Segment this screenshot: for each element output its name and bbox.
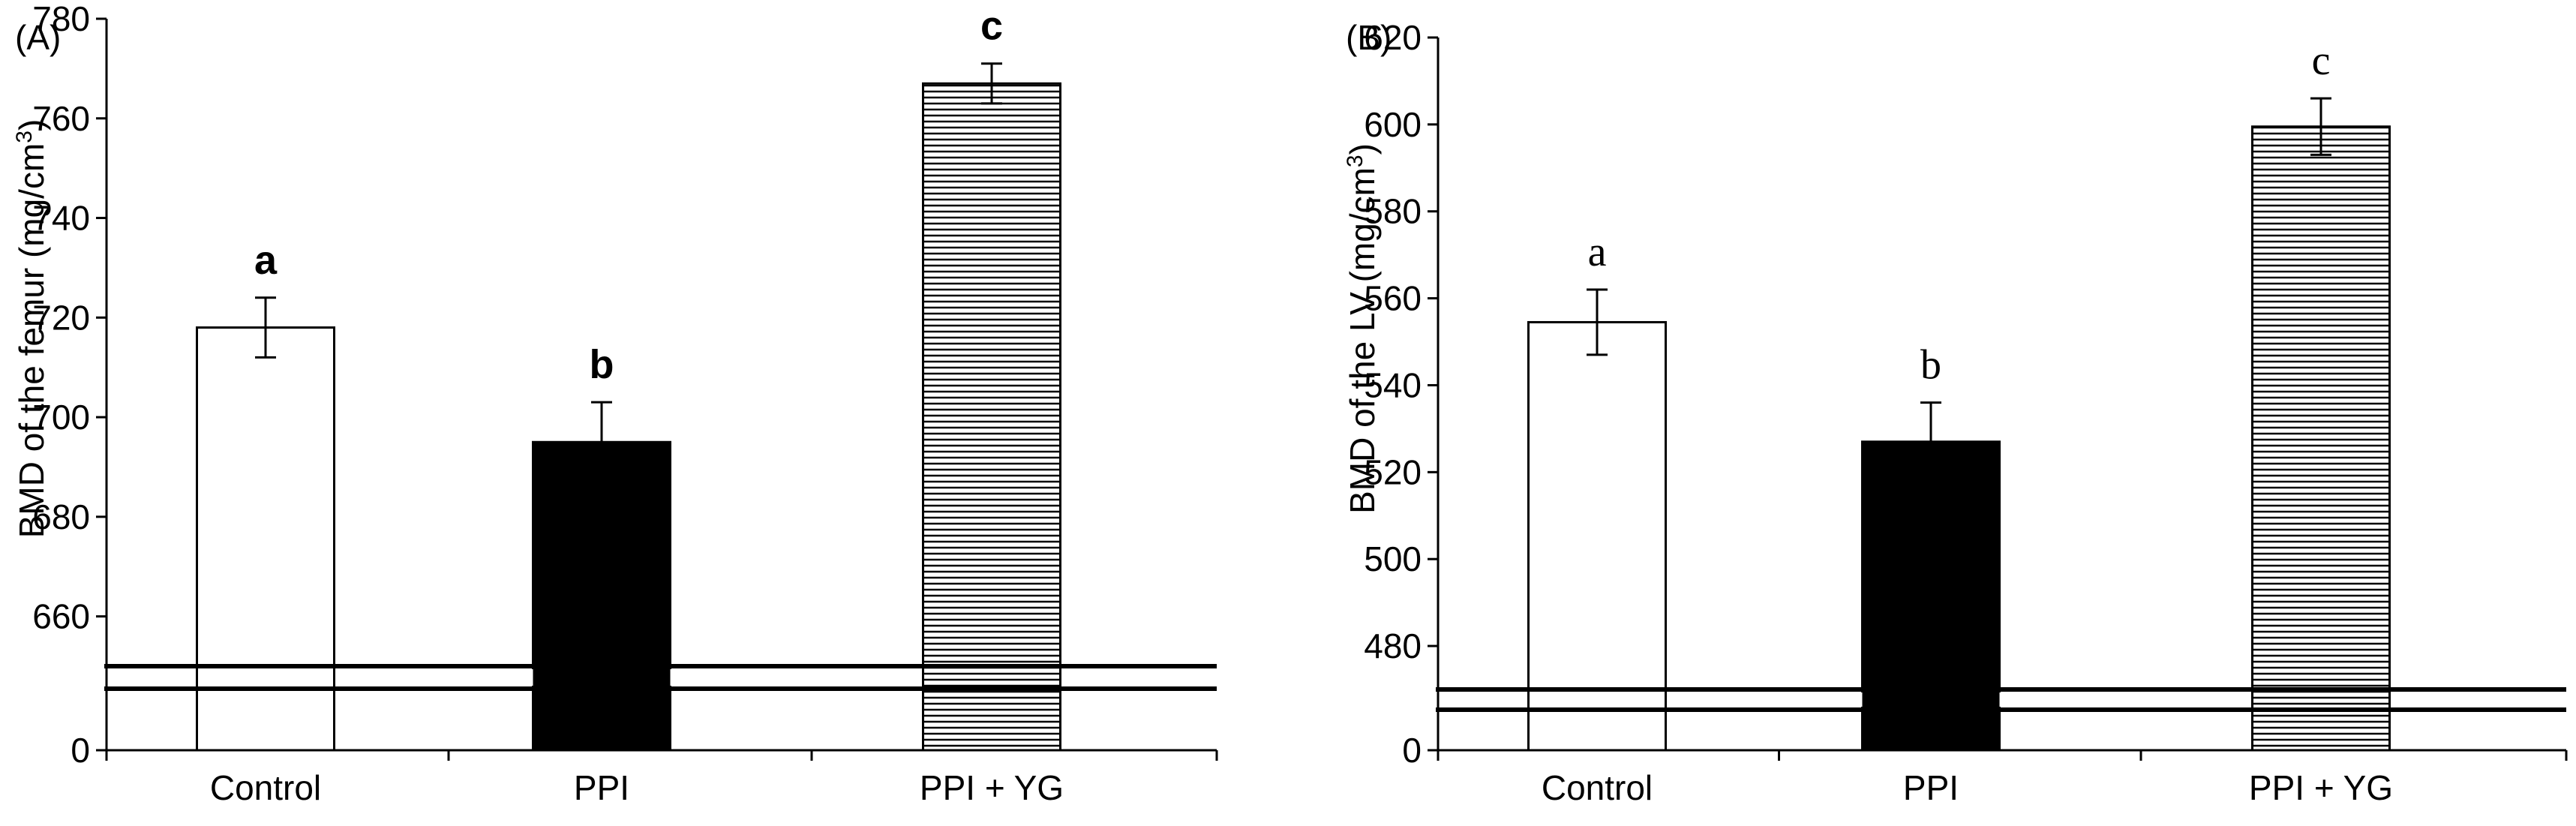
y-tick-label: 540	[1364, 365, 1422, 404]
y-tick-label: 660	[32, 597, 90, 636]
y-tick-label: 480	[1364, 626, 1422, 665]
category-label-control: Control	[1542, 768, 1653, 807]
panel-a: (A) BMD of the femur (mg/cm3) 0 660 680 700…	[12, 0, 1224, 807]
y-axis-title-b: BMD of the LV (mg/cm3)	[1343, 143, 1382, 514]
bar-fill-ppi-yg	[2252, 689, 2390, 710]
y-tick-label: 560	[1364, 279, 1422, 318]
panel-label-a: (A)	[15, 18, 61, 57]
bar-fill-control	[197, 666, 335, 689]
y-tick-label: 580	[1364, 192, 1422, 231]
bar-fill-ppi-yg	[923, 666, 1061, 689]
bar-fill-ppi	[533, 666, 671, 689]
bar-ppi-yg	[922, 82, 1061, 752]
plot-area-a: 0 660 680 700 720 740 760 780 a Control b PPI c PPI +…	[32, 0, 1224, 807]
category-label-ppi-yg: PPI + YG	[920, 768, 1064, 807]
category-label-ppi: PPI	[574, 768, 629, 807]
plot-area-b: 0 480 500 520 540 560 580 600 620 a Control b PPI c PP…	[1363, 18, 2574, 807]
category-label-ppi: PPI	[1903, 768, 1959, 807]
bar-ppi-yg	[2251, 125, 2391, 752]
category-label-ppi-yg: PPI + YG	[2249, 768, 2393, 807]
bar-fill-control	[1528, 689, 1666, 710]
significance-letter-control: a	[254, 238, 278, 283]
y-tick-label: 780	[32, 0, 90, 38]
y-tick-label: 620	[1364, 18, 1422, 57]
y-tick-label: 0	[71, 731, 90, 770]
y-tick-label: 700	[32, 398, 90, 437]
panel-b: (B) BMD of the LV (mg/cm3) 0 480 500 520 540…	[1343, 18, 2574, 807]
significance-letter-ppi: b	[590, 342, 614, 387]
bar-fill-ppi	[1862, 689, 2000, 710]
bar-control	[1527, 320, 1667, 752]
category-label-control: Control	[210, 768, 321, 807]
significance-letter-ppi-yg: c	[980, 4, 1003, 49]
y-tick-label: 520	[1364, 452, 1422, 491]
y-tick-label: 680	[32, 497, 90, 536]
bar-ppi	[532, 440, 671, 752]
y-tick-label: 760	[32, 99, 90, 138]
y-tick-label: 720	[32, 298, 90, 337]
significance-letter-ppi-yg: c	[2312, 38, 2331, 84]
significance-letter-control: a	[1588, 229, 1607, 275]
y-tick-label: 500	[1364, 539, 1422, 578]
y-axis-title-a: BMD of the femur (mg/cm3)	[12, 119, 51, 539]
y-tick-label: 740	[32, 199, 90, 238]
y-tick-label: 0	[1402, 731, 1422, 770]
panel-label-b: (B)	[1346, 18, 1392, 57]
y-tick-label: 600	[1364, 105, 1422, 144]
significance-letter-ppi: b	[1920, 342, 1941, 389]
